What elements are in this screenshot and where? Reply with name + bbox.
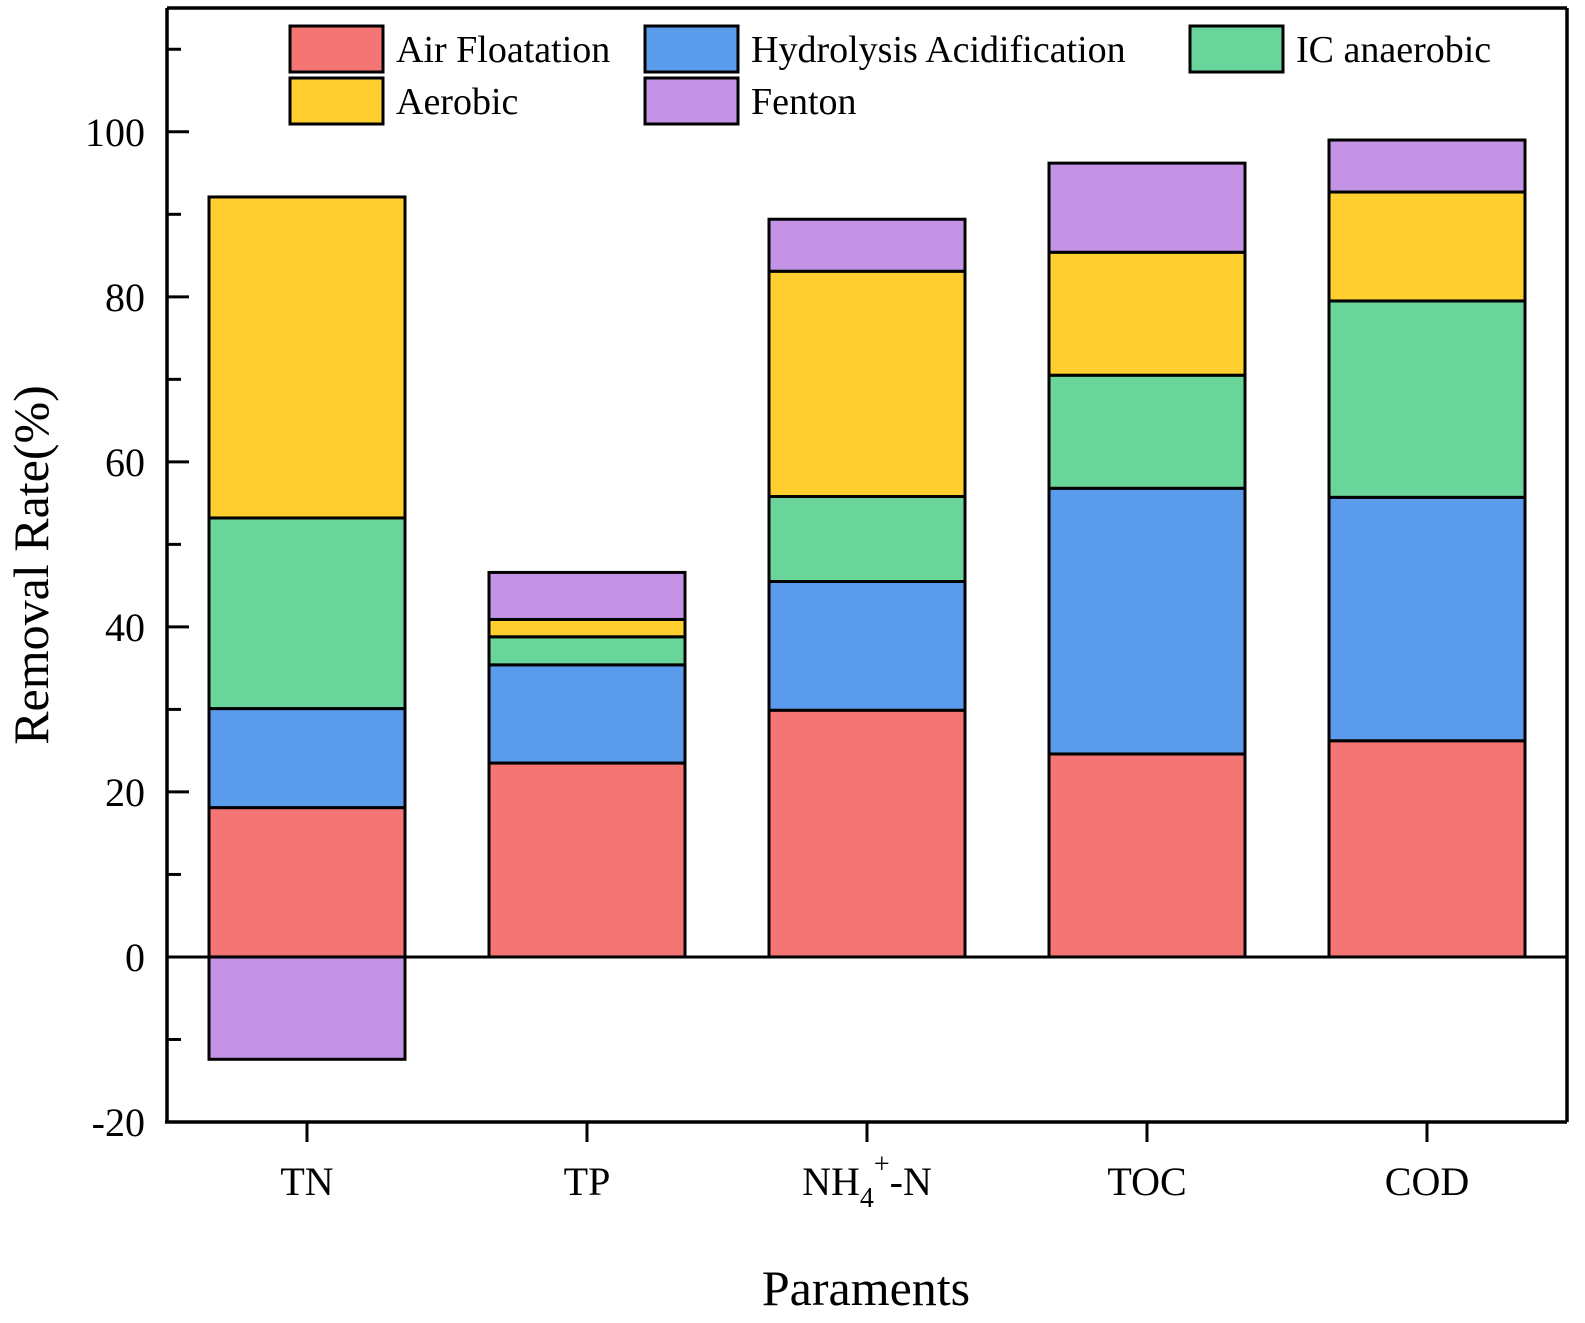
- legend-swatch-ic-anaerobic: [1188, 24, 1285, 74]
- y-tick-label: 100: [85, 110, 145, 155]
- axes-layer: -20 0 20 40 60 80 100 TN TP NH4+-N TOC COD: [85, 6, 1569, 1214]
- y-tick-label: 20: [105, 770, 145, 815]
- y-tick-label: 60: [105, 440, 145, 485]
- legend-swatch-aerobic: [288, 76, 385, 126]
- x-tick-label-subscript: 4: [860, 1183, 874, 1214]
- y-tick-label: 80: [105, 275, 145, 320]
- legend-swatch-air-floatation: [288, 24, 385, 74]
- legend-swatch-hydrolysis-acidification: [643, 24, 740, 74]
- x-axis-title: Paraments: [762, 1260, 970, 1316]
- legend-swatch-fenton: [643, 76, 740, 126]
- bar-segment-tn-hydrolysis-acidification: [207, 707, 407, 810]
- y-axis-title: Removal Rate(%): [3, 385, 59, 745]
- bar-segment-toc-fenton: [1047, 161, 1247, 254]
- legend: Air Floatation Hydrolysis Acidification IC…: [288, 24, 1491, 126]
- x-tick-label: COD: [1385, 1159, 1469, 1204]
- bar-segment-tn-air-floatation: [207, 806, 407, 959]
- bar-segment-nh4-n-ic-anaerobic: [767, 495, 967, 584]
- bar-segment-tp-ic-anaerobic: [487, 635, 687, 667]
- bar-segment-nh4-n-aerobic: [767, 269, 967, 499]
- legend-label: Aerobic: [396, 81, 518, 123]
- legend-label: IC anaerobic: [1296, 29, 1491, 71]
- y-tick-label: 0: [125, 935, 145, 980]
- x-tick-label-main: TN: [280, 1159, 333, 1204]
- y-tick-label: -20: [92, 1100, 145, 1145]
- bar-segment-nh4-n-fenton: [767, 217, 967, 273]
- x-tick-label: NH4+-N: [802, 1149, 932, 1214]
- bar-segment-cod-hydrolysis-acidification: [1327, 495, 1527, 743]
- bar-segment-tp-fenton: [487, 570, 687, 621]
- legend-label: Air Floatation: [396, 29, 610, 71]
- x-tick-label-main: NH: [802, 1159, 860, 1204]
- bar-segment-tn-aerobic: [207, 195, 407, 520]
- bar-segment-toc-ic-anaerobic: [1047, 373, 1247, 490]
- bar-segment-tp-aerobic: [487, 617, 687, 639]
- bar-segment-toc-hydrolysis-acidification: [1047, 486, 1247, 756]
- bar-segment-toc-aerobic: [1047, 250, 1247, 377]
- x-tick-label-main: COD: [1385, 1159, 1469, 1204]
- bar-segment-cod-air-floatation: [1327, 739, 1527, 959]
- bar-segment-tn-fenton: [207, 955, 407, 1061]
- bar-segment-tp-air-floatation: [487, 761, 687, 959]
- legend-label: Hydrolysis Acidification: [751, 29, 1126, 71]
- bar-segment-cod-aerobic: [1327, 190, 1527, 303]
- legend-label: Fenton: [751, 81, 857, 123]
- bar-segment-nh4-n-air-floatation: [767, 708, 967, 959]
- x-tick-label-main: TP: [564, 1159, 611, 1204]
- x-tick-label: TOC: [1107, 1159, 1186, 1204]
- x-tick-label-superscript: +: [874, 1149, 890, 1180]
- x-tick-label: TP: [564, 1159, 611, 1204]
- x-tick-label: TN: [280, 1159, 333, 1204]
- bar-segment-toc-air-floatation: [1047, 752, 1247, 959]
- bar-segment-nh4-n-hydrolysis-acidification: [767, 580, 967, 712]
- bar-segment-cod-ic-anaerobic: [1327, 299, 1527, 499]
- bar-segment-cod-fenton: [1327, 138, 1527, 194]
- x-tick-label-main: TOC: [1107, 1159, 1186, 1204]
- bar-segment-tp-hydrolysis-acidification: [487, 663, 687, 765]
- y-tick-label: 40: [105, 605, 145, 650]
- x-tick-label-suffix: -N: [890, 1159, 932, 1204]
- bar-segment-tn-ic-anaerobic: [207, 516, 407, 711]
- bars-layer: [207, 138, 1527, 1061]
